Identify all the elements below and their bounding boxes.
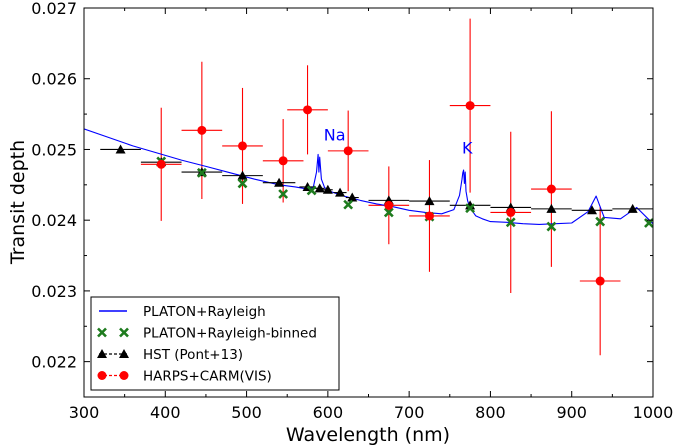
y-tick-label: 0.026 xyxy=(31,70,77,89)
hst-point xyxy=(335,187,346,197)
platon-binned-point-glyph xyxy=(343,199,354,210)
platon-binned-point-glyph xyxy=(383,207,394,218)
y-tick-label: 0.024 xyxy=(31,211,77,230)
legend: PLATON+Rayleigh PLATON+Rayleigh-binned HST… xyxy=(90,296,340,391)
harps-carm-point xyxy=(303,105,313,115)
legend-entry: HARPS+CARM(VIS) xyxy=(97,369,272,385)
hst-point xyxy=(424,196,435,206)
x-tick-label: 800 xyxy=(475,403,506,422)
platon-binned-point-glyph xyxy=(237,178,248,189)
annotation-k: K xyxy=(462,139,473,158)
legend-label: PLATON+Rayleigh xyxy=(143,304,266,320)
harps-carm-point xyxy=(197,125,207,135)
platon-binned-point-glyph xyxy=(505,217,516,228)
harps-carm-point xyxy=(424,211,434,221)
hst-point xyxy=(587,205,598,215)
annotations: Na K xyxy=(324,125,473,157)
hst-point xyxy=(314,183,325,193)
platon-binned-point-glyph xyxy=(306,185,317,196)
harps-carm-point xyxy=(546,184,556,194)
platon-binned-point-glyph xyxy=(196,167,207,178)
x-tick-label: 900 xyxy=(556,403,587,422)
legend-label: PLATON+Rayleigh-binned xyxy=(143,326,317,342)
platon-binned-point-glyph xyxy=(595,216,606,227)
hst-point xyxy=(347,192,358,202)
legend-triangle-handle xyxy=(119,349,129,358)
legend-label: HARPS+CARM(VIS) xyxy=(143,369,272,385)
platon-binned-point xyxy=(306,185,317,196)
y-tick-label: 0.022 xyxy=(31,353,77,372)
y-tick-label: 0.027 xyxy=(31,0,77,18)
platon-binned-point xyxy=(505,217,516,228)
platon-binned-point xyxy=(278,189,289,199)
x-tick-label: 600 xyxy=(313,403,344,422)
legend-cross-handle xyxy=(119,327,129,338)
harps-carm-point xyxy=(506,207,516,217)
hst-point xyxy=(115,144,126,154)
platon-binned-point xyxy=(196,167,207,178)
x-tick-label: 700 xyxy=(394,403,425,422)
x-tick-label: 400 xyxy=(150,403,181,422)
platon-binned-point-glyph xyxy=(546,221,557,232)
legend-cross-handle-glyph xyxy=(97,327,107,338)
legend-label: HST (Pont+13) xyxy=(143,347,243,363)
legend-cross-handle xyxy=(97,327,107,338)
harps-carm-point xyxy=(278,156,288,166)
hst-point xyxy=(274,177,285,187)
platon-binned-point-glyph xyxy=(278,189,289,199)
y-axis-label: Transit depth xyxy=(7,140,29,265)
legend-circle-handle xyxy=(97,371,107,380)
harps-carm-point xyxy=(156,159,166,169)
hst-point xyxy=(627,203,638,213)
platon-binned-point xyxy=(383,207,394,218)
x-tick-label: 300 xyxy=(69,403,100,422)
harps-carm-point xyxy=(595,276,605,286)
platon-binned-point xyxy=(343,199,354,210)
harps-carm-point xyxy=(384,200,394,210)
platon-binned-point xyxy=(237,178,248,189)
platon-binned-point xyxy=(595,216,606,227)
harps-carm-point xyxy=(465,101,475,111)
platon-binned-point xyxy=(546,221,557,232)
platon-binned-point xyxy=(465,203,476,214)
legend-circle-handle xyxy=(119,371,129,380)
x-tick-label: 500 xyxy=(231,403,262,422)
plot-area xyxy=(84,18,653,356)
platon-binned-point-glyph xyxy=(465,203,476,214)
harps-carm-point xyxy=(238,141,248,151)
y-tick-label: 0.023 xyxy=(31,282,77,301)
x-tick-label: 1000 xyxy=(633,403,673,422)
hst-point xyxy=(322,184,333,194)
legend-entry: PLATON+Rayleigh-binned xyxy=(97,326,317,342)
legend-entry: HST (Pont+13) xyxy=(97,347,243,363)
legend-cross-handle-glyph xyxy=(119,327,129,338)
legend-box xyxy=(90,296,340,391)
y-tick-label: 0.025 xyxy=(31,140,77,159)
hst-point xyxy=(546,203,557,213)
legend-triangle-handle xyxy=(97,349,107,358)
hst-point xyxy=(237,170,248,180)
x-axis-label: Wavelength (nm) xyxy=(286,424,450,446)
harps-carm-point xyxy=(343,146,353,156)
axes: 300 400 500 600 700 800 900 1000 0.022 0.023 0.024… xyxy=(31,0,673,422)
legend-entry: PLATON+Rayleigh xyxy=(99,304,266,320)
annotation-na: Na xyxy=(324,125,346,144)
